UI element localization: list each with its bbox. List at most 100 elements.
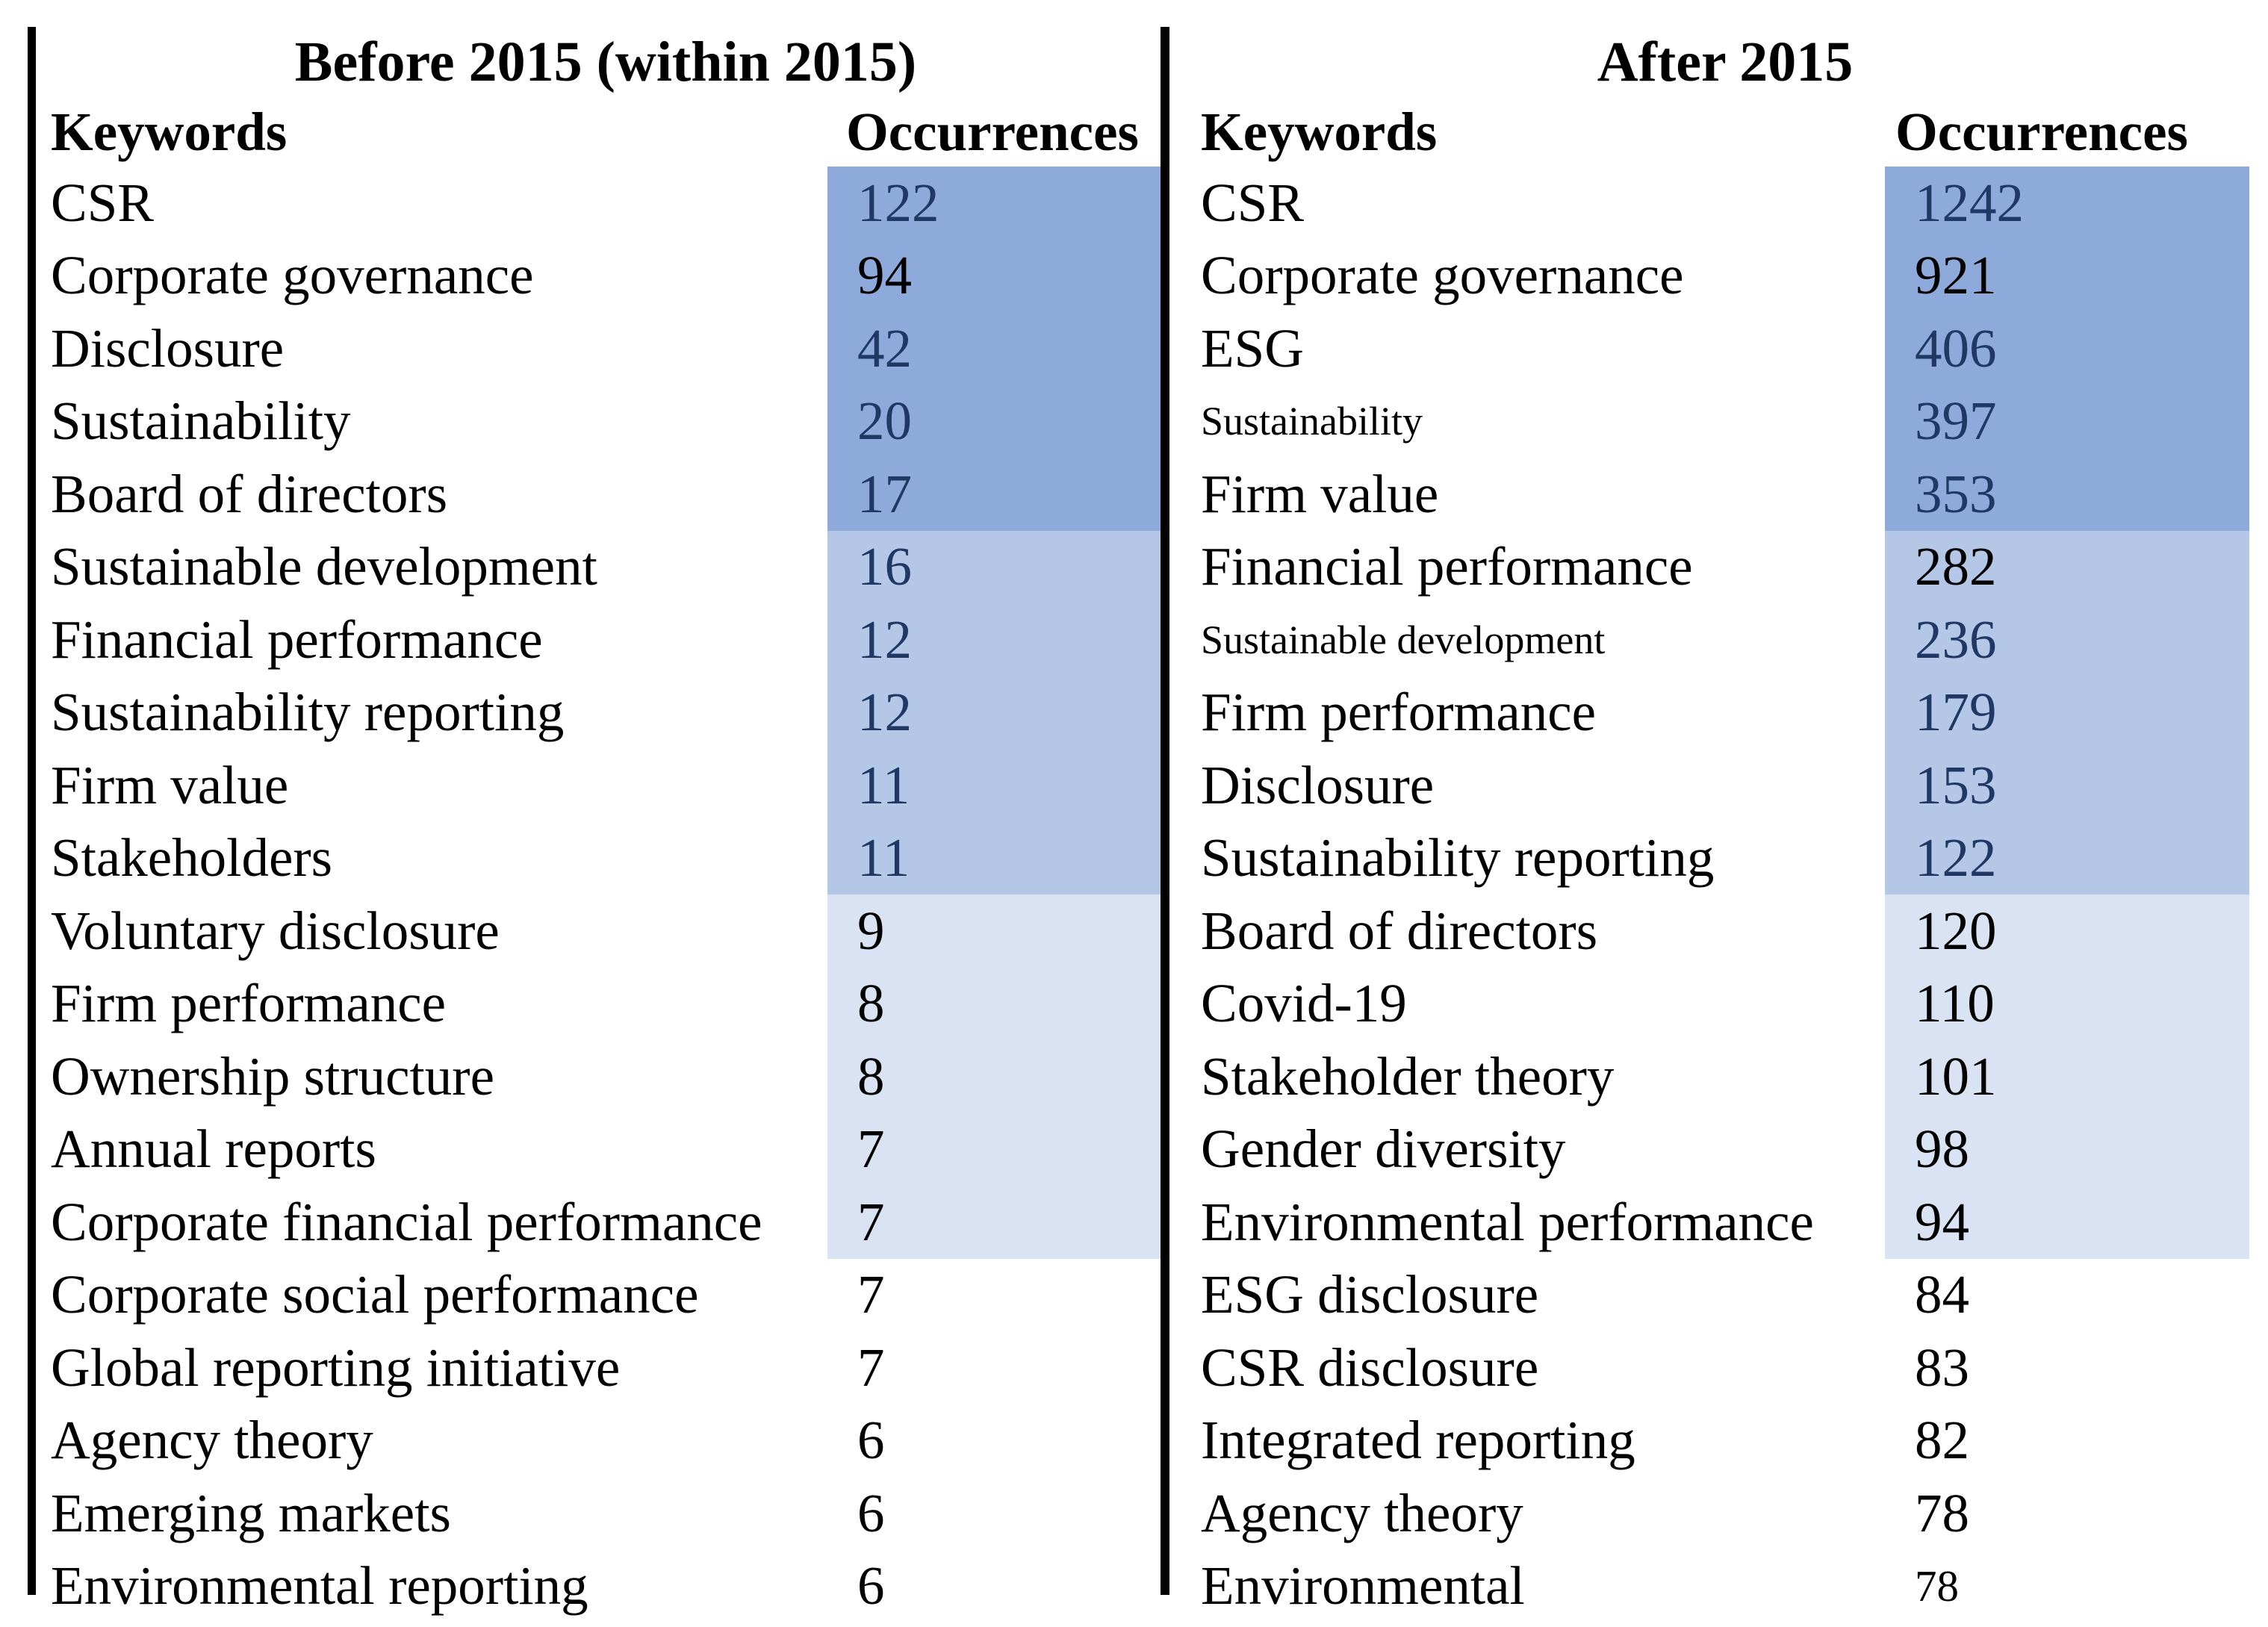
keyword-cell: Sustainability bbox=[51, 391, 351, 452]
keywords-column-header: Keywords bbox=[51, 102, 288, 162]
occurrence-cell: 82 bbox=[1915, 1410, 1969, 1471]
keyword-cell: Stakeholders bbox=[51, 827, 333, 889]
occurrence-cell: 12 bbox=[827, 603, 1161, 676]
table-row: Disclosure 153 bbox=[1201, 749, 2249, 822]
panel-title-after-2015: After 2015 bbox=[1597, 31, 1854, 93]
occurrence-cell: 11 bbox=[827, 749, 1161, 822]
table-row: Ownership structure 8 bbox=[51, 1040, 1161, 1113]
keyword-cell: Stakeholder theory bbox=[1201, 1045, 1615, 1107]
keyword-cell: Sustainability reporting bbox=[51, 682, 565, 743]
occurrence-cell: 353 bbox=[1885, 458, 2249, 531]
table-row: Integrated reporting 82 bbox=[1201, 1404, 2249, 1478]
keyword-cell: CSR disclosure bbox=[1201, 1337, 1539, 1398]
occurrence-cell: 8 bbox=[827, 967, 1161, 1040]
occurrence-cell: 42 bbox=[827, 312, 1161, 385]
keyword-cell: ESG disclosure bbox=[1201, 1264, 1539, 1325]
occurrence-cell: 101 bbox=[1885, 1040, 2249, 1113]
occurrence-cell: 122 bbox=[1885, 821, 2249, 895]
occurrence-cell: 83 bbox=[1915, 1337, 1969, 1398]
column-header-row: Keywords Occurrences bbox=[1201, 98, 2249, 167]
occurrence-cell: 236 bbox=[1885, 603, 2249, 676]
keyword-cell: Emerging markets bbox=[51, 1482, 451, 1543]
table-row: Sustainable development 236 bbox=[1201, 603, 2249, 676]
panel-title-before-2015: Before 2015 (within 2015) bbox=[294, 31, 917, 93]
table-row: Environmental performance 94 bbox=[1201, 1186, 2249, 1259]
occurrence-cell: 7 bbox=[857, 1337, 885, 1398]
occurrence-cell: 6 bbox=[857, 1410, 885, 1471]
table-row: Voluntary disclosure 9 bbox=[51, 895, 1161, 968]
occurrence-cell: 7 bbox=[857, 1264, 885, 1325]
occurrence-cell: 7 bbox=[827, 1186, 1161, 1259]
table-row: Stakeholder theory 101 bbox=[1201, 1040, 2249, 1113]
keyword-cell: Environmental reporting bbox=[51, 1555, 588, 1617]
table-row: Firm performance 8 bbox=[51, 967, 1161, 1040]
keyword-cell: Integrated reporting bbox=[1201, 1410, 1635, 1471]
occurrence-cell: 78 bbox=[1915, 1561, 1959, 1611]
keyword-cell: Covid-19 bbox=[1201, 973, 1407, 1034]
occurrence-cell: 11 bbox=[827, 821, 1161, 895]
table-row: Environmental reporting 6 bbox=[51, 1550, 1161, 1623]
occurrence-cell: 406 bbox=[1885, 312, 2249, 385]
occurrences-column-header: Occurrences bbox=[846, 102, 1139, 162]
keyword-cell: Sustainability bbox=[1201, 399, 1423, 444]
table-row: Sustainability reporting 12 bbox=[51, 676, 1161, 749]
table-row: Sustainability 397 bbox=[1201, 385, 2249, 458]
table-row: Global reporting initiative 7 bbox=[51, 1331, 1161, 1404]
keyword-cell: Sustainable development bbox=[1201, 617, 1606, 662]
table-row: Sustainability reporting 122 bbox=[1201, 821, 2249, 895]
occurrence-cell: 122 bbox=[827, 167, 1161, 240]
occurrence-cell: 110 bbox=[1885, 967, 2249, 1040]
table-row: Agency theory 78 bbox=[1201, 1477, 2249, 1550]
table-row: Gender diversity 98 bbox=[1201, 1113, 2249, 1186]
keyword-cell: Corporate governance bbox=[51, 245, 534, 306]
keyword-cell: Firm performance bbox=[51, 973, 447, 1034]
occurrence-cell: 17 bbox=[827, 458, 1161, 531]
occurrence-cell: 12 bbox=[827, 676, 1161, 749]
panel-before-2015: Before 2015 (within 2015) Keywords Occur… bbox=[51, 27, 1161, 1623]
table-row: Corporate governance 94 bbox=[51, 239, 1161, 312]
occurrence-cell: 397 bbox=[1885, 385, 2249, 458]
occurrence-cell: 8 bbox=[827, 1040, 1161, 1113]
rows-container-before-2015: CSR 122 Corporate governance 94 Disclosure 42… bbox=[51, 167, 1161, 1623]
keyword-cell: Environmental performance bbox=[1201, 1191, 1814, 1252]
table-row: Annual reports 7 bbox=[51, 1113, 1161, 1186]
keyword-cell: Board of directors bbox=[1201, 900, 1598, 961]
table-row: CSR disclosure 83 bbox=[1201, 1331, 2249, 1404]
keyword-cell: Firm value bbox=[1201, 463, 1439, 524]
table-row: Firm value 11 bbox=[51, 749, 1161, 822]
table-row: Firm performance 179 bbox=[1201, 676, 2249, 749]
table-row: ESG 406 bbox=[1201, 312, 2249, 385]
table-row: ESG disclosure 84 bbox=[1201, 1259, 2249, 1332]
table-row: Agency theory 6 bbox=[51, 1404, 1161, 1478]
keyword-cell: Disclosure bbox=[1201, 754, 1435, 815]
occurrence-cell: 20 bbox=[827, 385, 1161, 458]
table-row: Sustainable development 16 bbox=[51, 530, 1161, 603]
table-row: Corporate social performance 7 bbox=[51, 1259, 1161, 1332]
keyword-cell: Annual reports bbox=[51, 1119, 376, 1180]
occurrence-cell: 921 bbox=[1885, 239, 2249, 312]
keyword-cell: Firm performance bbox=[1201, 682, 1597, 743]
occurrence-cell: 282 bbox=[1885, 530, 2249, 603]
keyword-cell: Sustainability reporting bbox=[1201, 827, 1715, 889]
table-row: Covid-19 110 bbox=[1201, 967, 2249, 1040]
occurrence-cell: 9 bbox=[827, 895, 1161, 968]
occurrence-cell: 1242 bbox=[1885, 167, 2249, 240]
occurrence-cell: 120 bbox=[1885, 895, 2249, 968]
keyword-cell: CSR bbox=[51, 172, 154, 233]
occurrence-cell: 6 bbox=[857, 1482, 885, 1543]
keyword-cell: Financial performance bbox=[51, 609, 543, 670]
occurrence-cell: 6 bbox=[857, 1555, 885, 1617]
keyword-cell: CSR bbox=[1201, 172, 1304, 233]
table-row: Disclosure 42 bbox=[51, 312, 1161, 385]
table-row: Stakeholders 11 bbox=[51, 821, 1161, 895]
occurrences-column-header: Occurrences bbox=[1895, 102, 2188, 162]
keyword-cell: Corporate financial performance bbox=[51, 1191, 762, 1252]
keyword-cell: Ownership structure bbox=[51, 1045, 494, 1107]
table-left-border bbox=[28, 27, 36, 1595]
table-row: Corporate governance 921 bbox=[1201, 239, 2249, 312]
occurrence-cell: 78 bbox=[1915, 1482, 1969, 1543]
occurrence-cell: 153 bbox=[1885, 749, 2249, 822]
occurrence-cell: 94 bbox=[1885, 1186, 2249, 1259]
keyword-cell: Disclosure bbox=[51, 317, 285, 379]
occurrence-cell: 84 bbox=[1915, 1264, 1969, 1325]
